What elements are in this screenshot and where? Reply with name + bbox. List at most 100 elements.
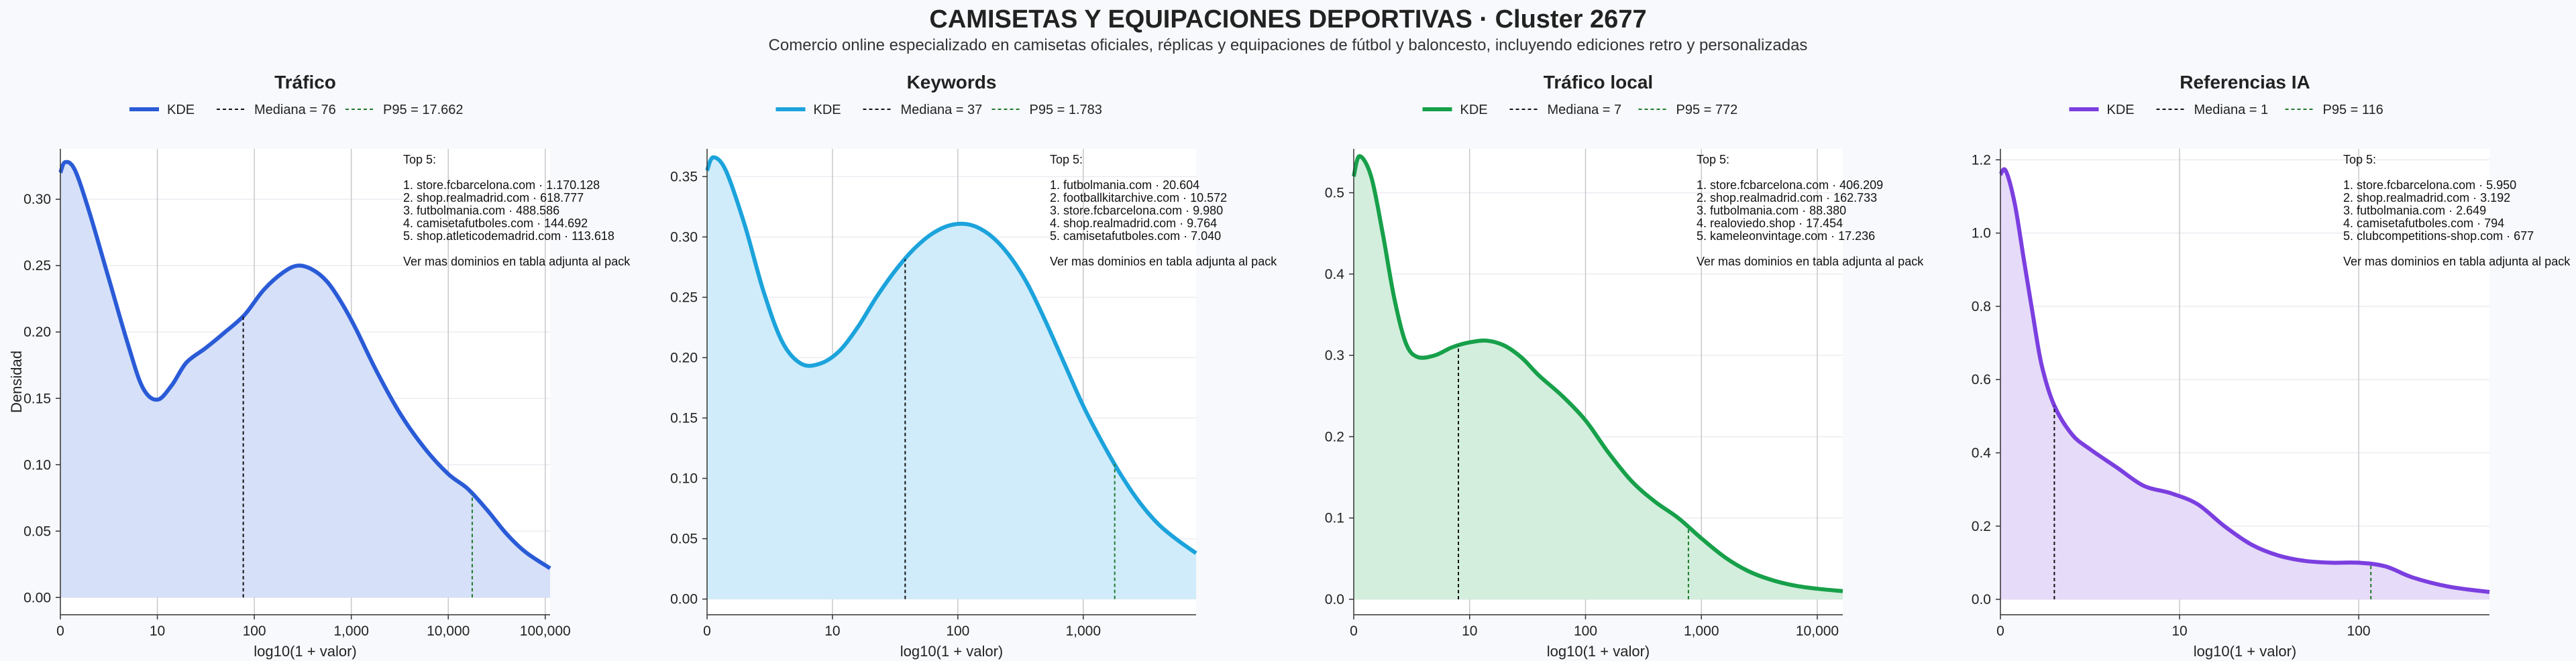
legend-median-label: Mediana = 7 — [1548, 103, 1622, 117]
x-tick-label: 100 — [1574, 623, 1597, 639]
chart-title: Referencias IA — [2180, 72, 2310, 93]
page-subtitle: Comercio online especializado en camiset… — [768, 36, 1808, 54]
top5-item: 4. realoviedo.shop · 17.454 — [1697, 217, 1843, 230]
y-tick-label: 0.30 — [670, 229, 698, 245]
y-tick-label: 0.25 — [23, 258, 51, 274]
x-tick-label: 0 — [1350, 623, 1358, 639]
x-axis-label: log10(1 + valor) — [900, 643, 1003, 660]
x-tick-label: 1,000 — [1065, 623, 1101, 639]
chart-title: Keywords — [907, 72, 997, 93]
legend-median-label: Mediana = 1 — [2194, 103, 2269, 117]
top5-item: 3. futbolmania.com · 2.649 — [2343, 204, 2486, 217]
top5-header: Top 5: — [403, 153, 436, 166]
legend-p95-label: P95 = 17.662 — [383, 103, 464, 117]
x-axis-label: log10(1 + valor) — [254, 643, 356, 660]
x-tick-label: 10 — [1462, 623, 1477, 639]
y-axis-label: Densidad — [8, 351, 25, 413]
y-tick-label: 1.2 — [1972, 152, 1991, 168]
top5-item: 4. shop.realmadrid.com · 9.764 — [1050, 217, 1217, 230]
top5-item: 2. shop.realmadrid.com · 3.192 — [2343, 191, 2510, 204]
page-title: CAMISETAS Y EQUIPACIONES DEPORTIVAS · Cl… — [929, 5, 1647, 34]
top5-header: Top 5: — [2343, 153, 2376, 166]
x-tick-label: 10,000 — [427, 623, 470, 639]
x-tick-label: 10 — [150, 623, 165, 639]
legend-kde-label: KDE — [167, 103, 195, 117]
x-tick-label: 100 — [2347, 623, 2371, 639]
y-tick-label: 0.15 — [670, 411, 698, 426]
kde-line — [1998, 167, 2490, 595]
top5-item: 4. camisetafutboles.com · 794 — [2343, 217, 2504, 230]
y-tick-label: 0.00 — [23, 590, 51, 605]
top5-item: 1. store.fcbarcelona.com · 5.950 — [2343, 178, 2516, 192]
kde-line — [58, 160, 551, 570]
chart-panel-4: 0.0 0.2 0.4 0.6 0.8 1.0 1.2 0 10 100 log10(1 + val… — [1972, 72, 2571, 660]
legend-p95-label: P95 = 1.783 — [1030, 103, 1102, 117]
y-tick-label: 0.25 — [670, 290, 698, 305]
top5-item: 5. shop.atleticodemadrid.com · 113.618 — [403, 229, 614, 243]
legend-kde-label: KDE — [814, 103, 841, 117]
legend-kde-label: KDE — [1460, 103, 1488, 117]
y-tick-label: 0.05 — [23, 524, 51, 539]
legend-p95-label: P95 = 772 — [1676, 103, 1738, 117]
top5-footer: Ver mas dominios en tabla adjunta al pac… — [403, 255, 631, 268]
chart-title: Tráfico local — [1544, 72, 1653, 93]
kde-line — [1352, 154, 1843, 593]
top5-item: 3. store.fcbarcelona.com · 9.980 — [1050, 204, 1223, 217]
x-tick-label: 0 — [703, 623, 711, 639]
top5-item: 1. store.fcbarcelona.com · 1.170.128 — [403, 178, 600, 192]
top5-item: 5. camisetafutboles.com · 7.040 — [1050, 229, 1221, 243]
y-tick-label: 0.4 — [1325, 267, 1345, 282]
top5-footer: Ver mas dominios en tabla adjunta al pac… — [1050, 255, 1277, 268]
x-tick-label: 1,000 — [1684, 623, 1719, 639]
y-tick-label: 0.00 — [670, 592, 698, 607]
top5-footer: Ver mas dominios en tabla adjunta al pac… — [1697, 255, 1924, 268]
y-tick-label: 0.15 — [23, 391, 51, 406]
x-tick-label: 0 — [1996, 623, 2004, 639]
top5-item: 5. clubcompetitions-shop.com · 677 — [2343, 229, 2534, 243]
x-tick-label: 1,000 — [333, 623, 369, 639]
top5-item: 4. camisetafutboles.com · 144.692 — [403, 217, 588, 230]
x-axis-label: log10(1 + valor) — [2194, 643, 2296, 660]
kde-area — [1354, 156, 1843, 599]
y-tick-label: 0.20 — [670, 350, 698, 365]
x-tick-label: 100 — [243, 623, 266, 639]
x-tick-label: 100 — [946, 623, 969, 639]
chart-title: Tráfico — [274, 72, 336, 93]
y-tick-label: 0.0 — [1325, 592, 1344, 607]
y-tick-label: 0.10 — [670, 471, 698, 487]
kde-line — [705, 155, 1197, 555]
legend-median-label: Mediana = 76 — [254, 103, 336, 117]
top5-header: Top 5: — [1697, 153, 1729, 166]
kde-area — [60, 162, 550, 598]
y-tick-label: 0.1 — [1325, 511, 1344, 526]
kde-area — [707, 157, 1196, 599]
chart-panel-2: 0.00 0.05 0.10 0.15 0.20 0.25 0.30 0.35 0 10 100 1,… — [670, 72, 1277, 660]
x-tick-label: 10 — [2171, 623, 2187, 639]
y-tick-label: 0.6 — [1972, 372, 1991, 387]
legend-p95-label: P95 = 116 — [2323, 103, 2383, 117]
y-tick-label: 0.20 — [23, 324, 51, 340]
top5-item: 3. futbolmania.com · 488.586 — [403, 204, 559, 217]
y-tick-label: 0.10 — [23, 457, 51, 473]
x-tick-label: 0 — [56, 623, 64, 639]
y-tick-label: 0.2 — [1325, 429, 1344, 444]
x-tick-label: 100,000 — [520, 623, 571, 639]
y-tick-label: 0.2 — [1972, 519, 1991, 534]
y-tick-label: 0.4 — [1972, 445, 1992, 461]
x-tick-label: 10,000 — [1796, 623, 1839, 639]
top5-item: 3. futbolmania.com · 88.380 — [1697, 204, 1846, 217]
top5-item: 2. shop.realmadrid.com · 162.733 — [1697, 191, 1877, 204]
y-tick-label: 0.05 — [670, 532, 698, 547]
x-tick-label: 10 — [824, 623, 840, 639]
kde-area — [2000, 169, 2489, 600]
x-axis-label: log10(1 + valor) — [1547, 643, 1650, 660]
y-tick-label: 0.35 — [670, 169, 698, 184]
top5-item: 5. kameleonvintage.com · 17.236 — [1697, 229, 1875, 243]
top5-item: 2. shop.realmadrid.com · 618.777 — [403, 191, 584, 204]
y-tick-label: 0.0 — [1972, 592, 1991, 607]
top5-item: 1. futbolmania.com · 20.604 — [1050, 178, 1199, 192]
top5-header: Top 5: — [1050, 153, 1083, 166]
y-tick-label: 1.0 — [1972, 226, 1991, 241]
y-tick-label: 0.8 — [1972, 299, 1991, 314]
